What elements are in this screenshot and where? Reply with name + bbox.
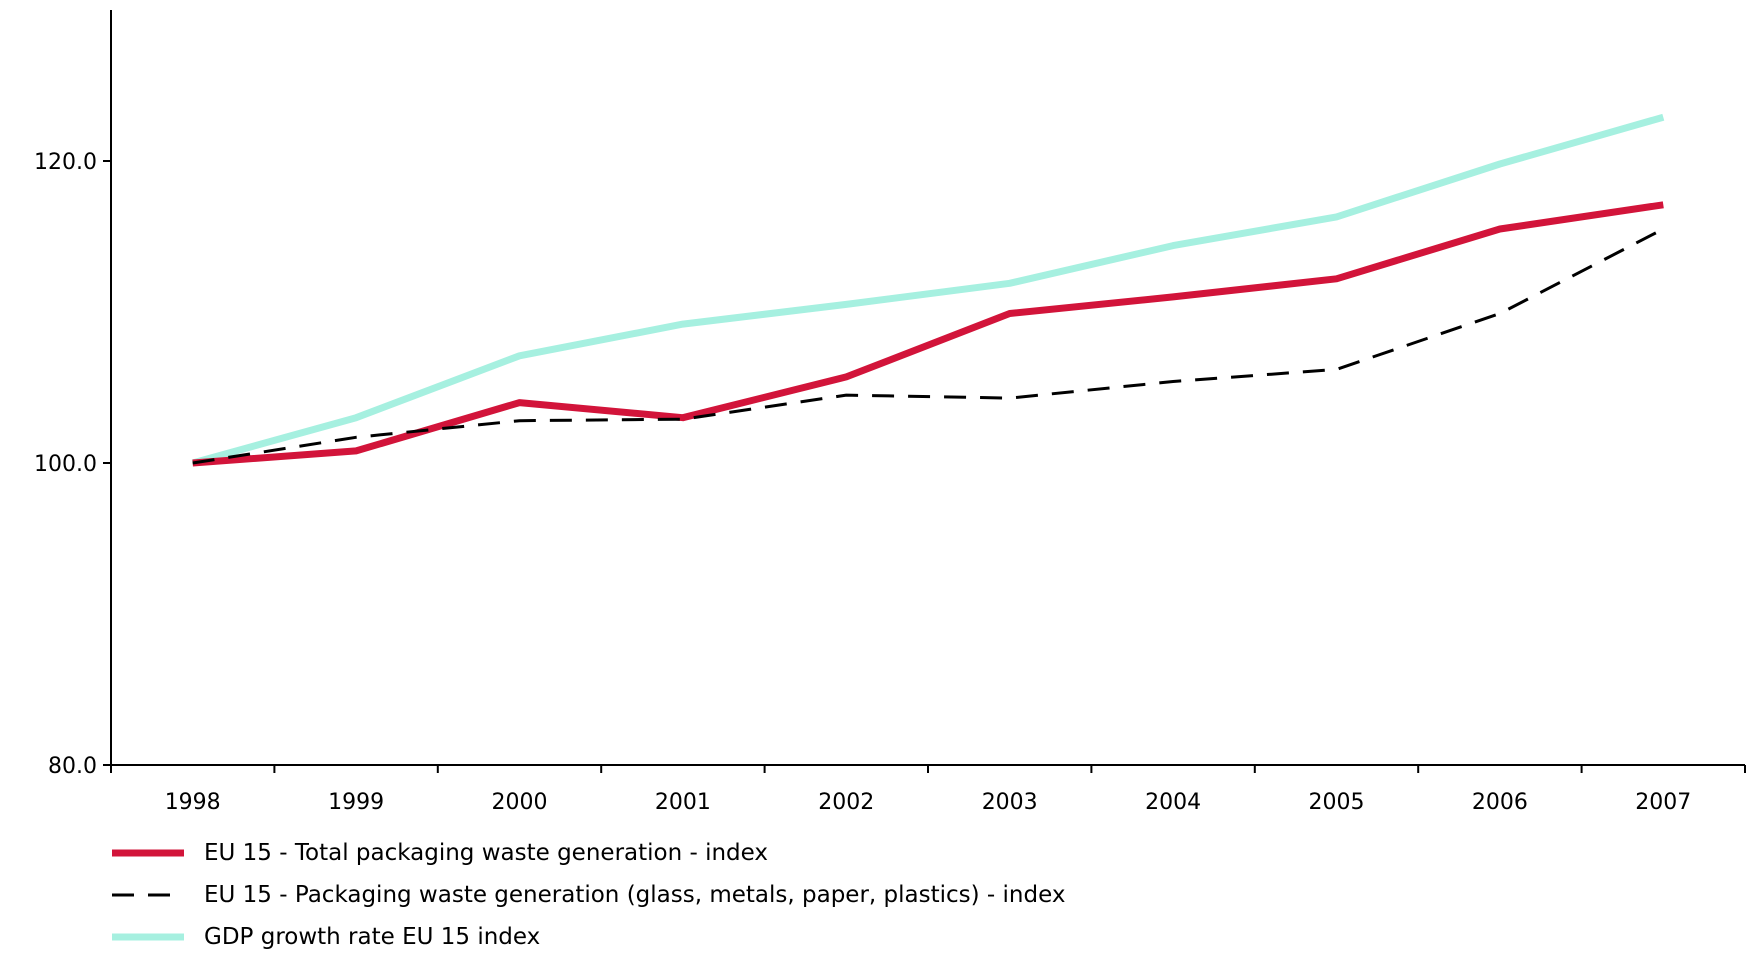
legend-label-2: GDP growth rate EU 15 index <box>204 924 541 950</box>
x-tick-label: 2004 <box>1145 790 1201 815</box>
x-tick-label: 2007 <box>1635 790 1691 815</box>
legend-swatch-2 <box>112 927 192 947</box>
x-tick-label: 2003 <box>982 790 1038 815</box>
axes <box>110 10 1745 766</box>
series-layer <box>191 113 1665 467</box>
x-tick-label: 2000 <box>492 790 548 815</box>
x-tick-label: 2006 <box>1472 790 1528 815</box>
legend-label-1: EU 15 - Packaging waste generation (glas… <box>204 882 1066 908</box>
x-tick-label: 2002 <box>818 790 874 815</box>
y-tick-label: 120.0 <box>34 150 97 175</box>
series-line-2 <box>191 113 1665 467</box>
legend-item-2: GDP growth rate EU 15 index <box>112 916 1065 958</box>
legend: EU 15 - Total packaging waste generation… <box>112 832 1065 958</box>
legend-swatch-0 <box>112 843 192 863</box>
series-line-1 <box>192 227 1664 465</box>
x-tick-label: 2001 <box>655 790 711 815</box>
series-line-0 <box>192 201 1664 467</box>
x-tick-label: 1999 <box>328 790 384 815</box>
legend-item-1: EU 15 - Packaging waste generation (glas… <box>112 874 1065 916</box>
x-tick-label: 1998 <box>165 790 221 815</box>
ticks: 80.0 100.0 120.0 1998 1999 2000 2001 2002 2003 20… <box>34 150 1746 815</box>
legend-label-0: EU 15 - Total packaging waste generation… <box>204 840 769 866</box>
legend-swatch-1 <box>112 885 192 905</box>
x-tick-label: 2005 <box>1309 790 1365 815</box>
y-tick-label: 80.0 <box>48 754 97 779</box>
legend-item-0: EU 15 - Total packaging waste generation… <box>112 832 1065 874</box>
y-tick-label: 100.0 <box>34 452 97 477</box>
